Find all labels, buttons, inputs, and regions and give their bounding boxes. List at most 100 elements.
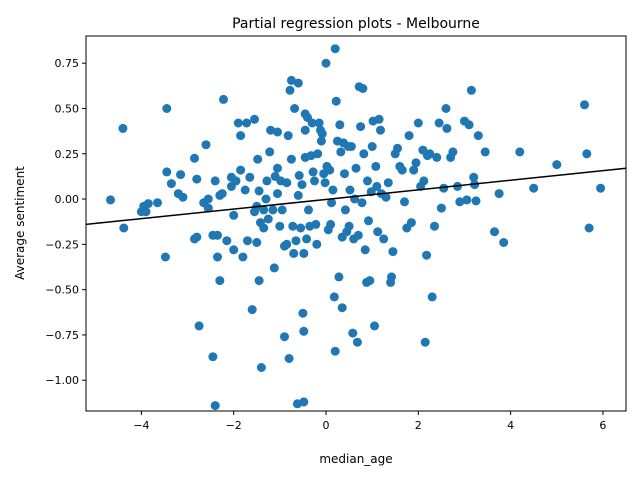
data-point xyxy=(245,172,255,182)
data-point xyxy=(162,167,172,177)
data-point xyxy=(464,120,474,130)
data-point xyxy=(286,154,296,164)
data-point xyxy=(499,238,509,247)
data-point xyxy=(494,189,504,199)
data-point xyxy=(471,196,481,206)
data-point xyxy=(352,337,362,347)
data-point xyxy=(293,78,303,88)
data-point xyxy=(441,104,451,113)
data-point xyxy=(307,118,317,128)
data-point xyxy=(283,131,293,141)
data-point xyxy=(236,131,246,141)
data-point xyxy=(466,85,476,95)
data-point xyxy=(310,176,319,186)
data-point xyxy=(282,239,292,249)
data-point xyxy=(194,321,204,331)
data-point xyxy=(381,192,391,202)
data-point xyxy=(330,44,340,54)
data-point xyxy=(406,218,416,228)
data-point xyxy=(254,186,264,196)
data-point xyxy=(254,276,264,286)
y-tick-label: 0.00 xyxy=(55,193,80,206)
data-point xyxy=(261,194,271,204)
data-point xyxy=(178,192,188,202)
data-point xyxy=(370,321,379,331)
x-axis-label: median_age xyxy=(319,452,392,466)
data-point xyxy=(213,252,222,262)
data-point xyxy=(266,125,276,135)
y-axis-label: Average sentiment xyxy=(13,166,27,280)
data-point xyxy=(413,118,423,128)
data-point xyxy=(351,163,361,173)
data-point xyxy=(346,142,356,151)
data-point xyxy=(285,85,295,95)
data-point xyxy=(259,205,269,215)
data-point xyxy=(358,84,368,93)
data-point xyxy=(490,227,499,237)
data-point xyxy=(430,221,439,231)
data-point xyxy=(208,352,218,362)
data-point xyxy=(300,125,310,135)
data-point xyxy=(400,197,409,207)
data-point xyxy=(277,205,287,215)
data-point xyxy=(331,96,341,106)
data-point xyxy=(422,250,432,260)
data-point xyxy=(308,167,318,177)
data-point xyxy=(192,174,202,184)
data-point xyxy=(376,125,385,135)
data-point xyxy=(411,158,421,168)
data-point xyxy=(231,176,241,186)
data-point xyxy=(153,198,162,208)
data-point xyxy=(321,58,331,68)
data-point xyxy=(383,178,393,188)
data-point xyxy=(273,189,282,199)
x-axis-ticks: −4 −2 0 2 4 6 xyxy=(133,411,606,432)
data-point xyxy=(469,172,479,182)
plot-frame xyxy=(85,35,627,412)
data-point xyxy=(388,247,398,257)
data-point xyxy=(294,171,304,180)
data-point xyxy=(373,227,383,237)
data-point xyxy=(252,238,262,247)
data-point xyxy=(162,104,172,113)
data-point xyxy=(296,223,306,233)
data-point xyxy=(335,120,345,130)
data-point xyxy=(419,176,429,186)
data-point xyxy=(143,199,153,209)
data-point xyxy=(313,149,323,159)
data-point xyxy=(480,147,490,157)
data-point xyxy=(253,154,263,164)
data-point xyxy=(215,276,225,286)
data-point xyxy=(336,147,346,157)
data-point xyxy=(393,143,402,153)
data-point xyxy=(302,234,312,244)
data-point xyxy=(259,223,269,233)
data-point xyxy=(210,401,220,411)
data-point xyxy=(329,292,339,302)
data-point xyxy=(360,245,370,255)
y-tick-label: 0.50 xyxy=(55,102,80,115)
data-point xyxy=(299,397,309,407)
data-point xyxy=(596,183,606,193)
data-point xyxy=(356,122,366,132)
data-point xyxy=(379,234,389,244)
data-point xyxy=(282,178,292,188)
data-point xyxy=(268,205,278,215)
y-tick-label: −0.75 xyxy=(45,329,79,342)
y-tick-label: 0.75 xyxy=(55,57,80,70)
data-point xyxy=(340,205,350,215)
data-point xyxy=(442,123,452,133)
data-point xyxy=(404,131,414,141)
data-point xyxy=(263,214,273,224)
data-point xyxy=(317,129,327,139)
data-point xyxy=(327,198,336,208)
data-point xyxy=(432,152,442,162)
data-point xyxy=(286,75,296,85)
data-point xyxy=(289,248,299,258)
data-point xyxy=(160,252,170,262)
data-point xyxy=(250,114,259,124)
data-point xyxy=(273,163,282,173)
data-point xyxy=(353,230,363,240)
x-tick-label: 2 xyxy=(415,419,422,432)
data-point xyxy=(210,176,220,186)
